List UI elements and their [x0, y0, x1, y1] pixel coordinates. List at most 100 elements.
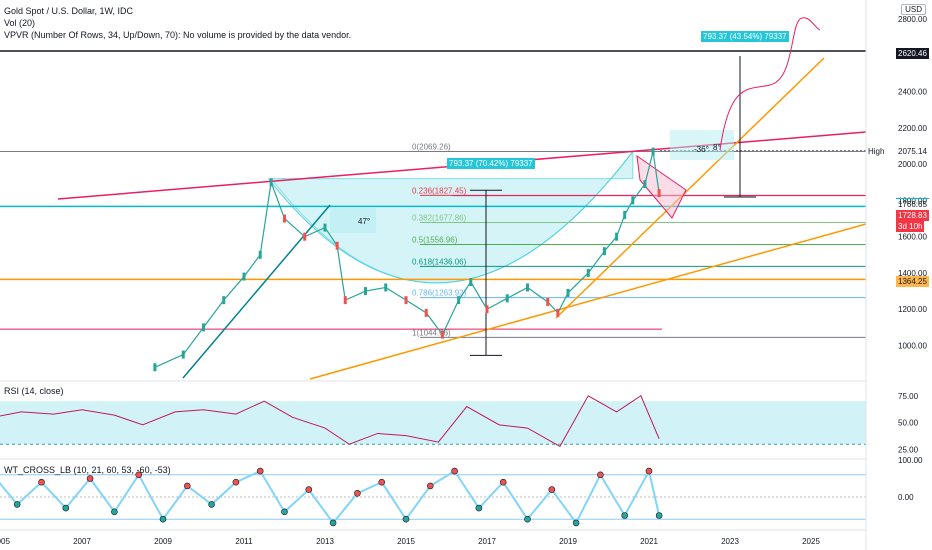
cyan-level-badge: 1766.65	[896, 198, 929, 209]
time-axis-tick: 2013	[316, 537, 334, 546]
wt-cross-dot	[655, 512, 663, 519]
wt-cross-dot	[402, 515, 410, 523]
measure-left-label: 793.37 (70.42%) 79337	[447, 158, 535, 169]
wt-cross-dot	[329, 519, 337, 527]
price-candle	[258, 250, 262, 259]
wt-cross-dot	[232, 478, 240, 486]
angle-box-left	[330, 207, 376, 233]
teal-trendline	[182, 204, 331, 379]
wt-axis-tick: 0.00	[898, 493, 914, 502]
price-candle	[364, 287, 367, 296]
wt-cross-dot	[135, 471, 142, 479]
price-axis-tick: 2400.00	[898, 88, 927, 97]
time-axis-tick: 2021	[640, 537, 658, 546]
price-candle	[643, 180, 647, 189]
price-axis-tick: 1600.00	[898, 233, 927, 242]
high-price-value: 2075.14	[898, 147, 927, 156]
price-axis-tick: 1800.00	[898, 196, 927, 205]
price-candle	[651, 147, 655, 156]
wt-cross-dot	[305, 486, 313, 493]
current-price-badge: 1728.83	[896, 210, 929, 221]
wt-cross-dot	[475, 504, 483, 512]
target-price-badge: 2620.46	[896, 48, 929, 59]
steep-orange-trendline	[555, 57, 825, 319]
time-axis-tick: 2023	[721, 537, 739, 546]
vpvr-indicator-label: VPVR (Number Of Rows, 34, Up/Down, 70): …	[4, 30, 352, 40]
high-label: High	[868, 147, 885, 156]
price-axis-tick: 2800.00	[898, 15, 927, 24]
time-axis-tick: 2007	[73, 537, 91, 546]
wt-cross-dot	[38, 478, 45, 486]
fib-level-label: 0.236(1827.45)	[412, 186, 467, 195]
wt-cross-dot	[451, 467, 458, 475]
time-axis-tick: 2011	[235, 537, 253, 546]
rsi-axis-tick: 25.00	[898, 446, 919, 455]
price-candle	[526, 283, 529, 292]
price-candle	[615, 232, 619, 241]
vol-indicator-label: Vol (20)	[4, 18, 36, 28]
price-candle	[242, 272, 246, 281]
currency-badge[interactable]: USD	[901, 4, 926, 15]
price-candle	[631, 196, 635, 205]
cup-curve	[267, 151, 634, 284]
time-axis-tick: 2017	[478, 537, 496, 546]
wt-cross-dot	[13, 501, 21, 508]
price-candle	[469, 278, 473, 287]
price-candle	[404, 296, 408, 305]
price-candle	[556, 308, 560, 317]
price-candle	[440, 330, 444, 339]
wt-cross-dot	[354, 489, 361, 497]
price-candle	[586, 268, 590, 277]
lower-orange-trendline	[309, 223, 867, 380]
wt-cross-dot	[645, 467, 653, 475]
wt-label: WT_CROSS_LB (10, 21, 60, 53, -60, -53)	[4, 465, 171, 475]
price-candle	[343, 296, 347, 305]
angle-small-label: 8°	[713, 143, 721, 152]
price-axis-tick: 1200.00	[898, 305, 927, 314]
wt-cross-dot	[86, 475, 94, 482]
wt-cross-dot	[256, 467, 264, 475]
price-pane: 0(2069.26) 0.236(1827.45) 0.382(1677.86) 0.…	[0, 17, 867, 380]
projection-curve	[719, 17, 821, 151]
price-axis-tick: 1400.00	[898, 269, 927, 278]
price-candle	[505, 294, 509, 303]
fib-level-label: 0.382(1677.86)	[412, 214, 467, 223]
wt-cross-dot	[426, 482, 434, 490]
wt-cross-dot	[499, 478, 507, 486]
rsi-pane	[0, 395, 866, 448]
angle-box-right	[670, 130, 734, 160]
time-axis-tick: 2019	[559, 537, 577, 546]
fib-level-label: 0.786(1263.92)	[412, 289, 467, 298]
price-candle	[335, 241, 339, 250]
price-candle	[424, 308, 428, 317]
price-candle	[384, 283, 388, 292]
price-candle	[181, 350, 185, 359]
wt-cross-dot	[184, 482, 191, 490]
time-axis-tick: 2025	[802, 537, 820, 546]
price-candle	[546, 297, 550, 306]
wt-cross-dot	[159, 515, 167, 523]
wt-cross-dot	[208, 501, 215, 508]
price-candle	[485, 305, 489, 314]
price-candle	[283, 214, 286, 223]
angle-left-label: 47°	[358, 217, 370, 226]
price-candle	[602, 247, 606, 256]
price-candle	[623, 210, 627, 219]
wt-cross-dot	[548, 486, 556, 493]
price-candle	[657, 189, 661, 198]
price-candle	[457, 296, 461, 305]
price-axis-tick: 1000.00	[898, 342, 927, 351]
price-candle	[222, 296, 226, 305]
rsi-band	[0, 401, 866, 445]
wt-pane	[0, 467, 866, 527]
symbol-title: Gold Spot / U.S. Dollar, 1W, IDC	[4, 6, 134, 16]
price-axis-tick: 2200.00	[898, 124, 927, 133]
price-candle	[566, 288, 570, 297]
orange-level-badge: 1364.25	[896, 276, 929, 287]
rsi-series-line	[0, 395, 660, 448]
price-candle	[303, 232, 307, 241]
fib-level-label: 1(1044.66)	[412, 328, 451, 337]
wt-cross-dot	[281, 508, 288, 516]
